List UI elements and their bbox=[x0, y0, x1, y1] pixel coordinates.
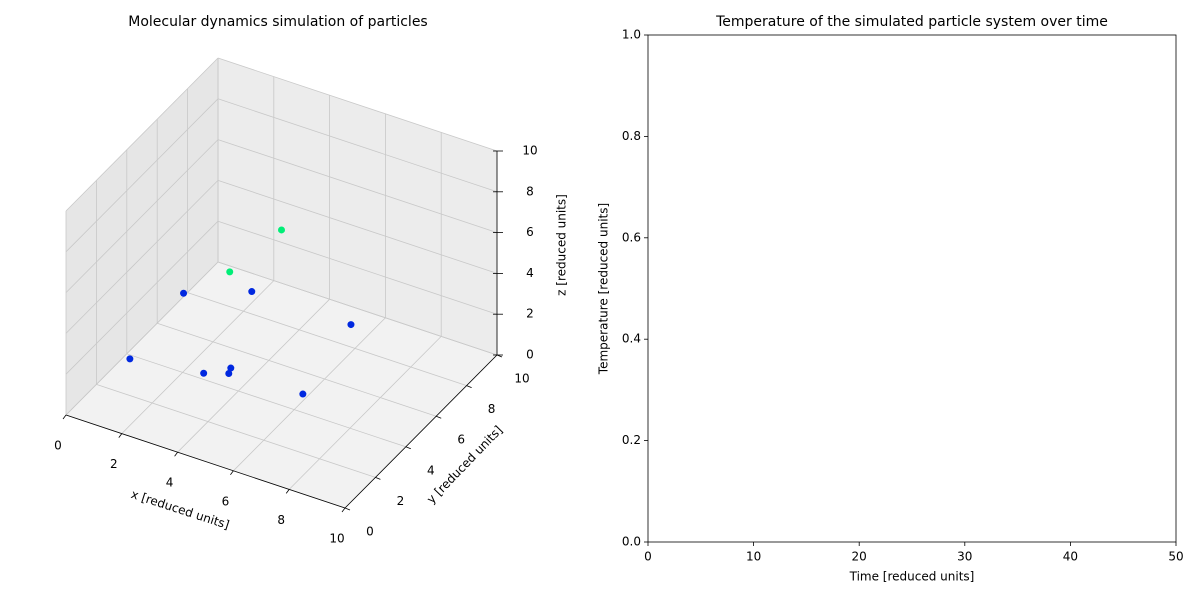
grid-line bbox=[217, 180, 498, 274]
point bbox=[180, 289, 188, 297]
z-tick-label: 4 bbox=[526, 266, 534, 280]
pane bbox=[66, 262, 497, 508]
tick-mark bbox=[118, 433, 123, 438]
tick-mark bbox=[285, 489, 290, 494]
point bbox=[299, 390, 307, 398]
point bbox=[227, 364, 235, 372]
x-axis-label: x [reduced units] bbox=[129, 487, 231, 532]
tick-mark bbox=[62, 414, 67, 420]
x-tick-label: 2 bbox=[110, 457, 118, 471]
point bbox=[226, 268, 234, 276]
z-tick-label: 10 bbox=[522, 144, 537, 158]
grid-line bbox=[65, 98, 219, 253]
point bbox=[347, 321, 355, 329]
x-tick-label: 50 bbox=[1168, 550, 1183, 564]
z-tick-label: 8 bbox=[526, 184, 534, 198]
tick-mark bbox=[466, 385, 472, 388]
y-tick-label: 4 bbox=[427, 463, 435, 477]
axis-line bbox=[344, 354, 498, 509]
grid-line bbox=[233, 317, 386, 472]
z-tick-label: 2 bbox=[526, 307, 534, 321]
z-tick-label: 0 bbox=[526, 348, 534, 362]
x-tick-label: 4 bbox=[166, 476, 174, 490]
grid-line bbox=[96, 384, 376, 478]
x-tick-label: 0 bbox=[644, 550, 652, 564]
z-tick-label: 6 bbox=[526, 225, 534, 239]
tick-mark bbox=[341, 507, 346, 513]
pane bbox=[66, 58, 218, 415]
point bbox=[225, 369, 233, 377]
x-tick-label: 10 bbox=[329, 532, 344, 546]
point bbox=[278, 226, 285, 234]
y-tick-label: 2 bbox=[397, 494, 405, 508]
y-tick-label: 0.0 bbox=[622, 535, 641, 549]
grid-line bbox=[217, 139, 498, 233]
y-tick-label: 0.2 bbox=[622, 433, 641, 447]
y-tick-label: 6 bbox=[457, 433, 465, 447]
grid-line bbox=[65, 261, 219, 416]
chart-title: Temperature of the simulated particle sy… bbox=[715, 14, 1108, 30]
x-tick-label: 30 bbox=[957, 550, 972, 564]
y-tick-label: 8 bbox=[488, 402, 496, 416]
tick-mark bbox=[174, 451, 178, 457]
grid-line bbox=[187, 292, 467, 386]
grid-line bbox=[217, 261, 498, 356]
grid-line bbox=[157, 322, 437, 417]
x-tick-label: 40 bbox=[1063, 550, 1078, 564]
grid-line bbox=[121, 280, 275, 434]
grid-line bbox=[177, 298, 330, 453]
x-tick-label: 20 bbox=[852, 550, 867, 564]
y-tick-label: 0 bbox=[366, 525, 374, 539]
grid-line bbox=[65, 57, 219, 212]
axis-line bbox=[65, 414, 346, 509]
x-tick-label: 8 bbox=[277, 513, 285, 527]
point bbox=[248, 288, 256, 296]
x-axis-label: Time [reduced units] bbox=[849, 570, 975, 584]
tick-mark bbox=[344, 507, 351, 511]
x-tick-label: 10 bbox=[746, 550, 761, 564]
y-tick-label: 0.4 bbox=[622, 332, 641, 346]
plot-area bbox=[647, 34, 1177, 543]
grid-line bbox=[65, 180, 219, 334]
grid-line bbox=[217, 220, 498, 315]
grid-line bbox=[65, 220, 219, 375]
y-tick-label: 0.8 bbox=[622, 129, 641, 143]
grid-line bbox=[288, 336, 442, 490]
x-tick-label: 6 bbox=[222, 494, 230, 508]
grid-line bbox=[217, 98, 498, 193]
grid-line bbox=[126, 353, 406, 448]
point bbox=[126, 355, 134, 363]
tick-mark bbox=[230, 470, 234, 476]
x-tick-label: 0 bbox=[54, 439, 62, 453]
y-tick-label: 1.0 bbox=[622, 28, 641, 42]
y-axis-label: Temperature [reduced units] bbox=[597, 203, 611, 375]
grid-line bbox=[217, 57, 498, 152]
tick-mark bbox=[436, 415, 442, 419]
pane bbox=[218, 58, 497, 355]
y-tick-label: 0.6 bbox=[622, 230, 641, 244]
y-tick-label: 10 bbox=[514, 372, 529, 386]
z-axis-label: z [reduced units] bbox=[555, 194, 569, 296]
point bbox=[200, 369, 208, 377]
tick-mark bbox=[405, 446, 411, 450]
chart-title: Molecular dynamics simulation of particl… bbox=[128, 14, 427, 30]
grid-line bbox=[65, 139, 219, 293]
tick-mark bbox=[375, 477, 381, 480]
